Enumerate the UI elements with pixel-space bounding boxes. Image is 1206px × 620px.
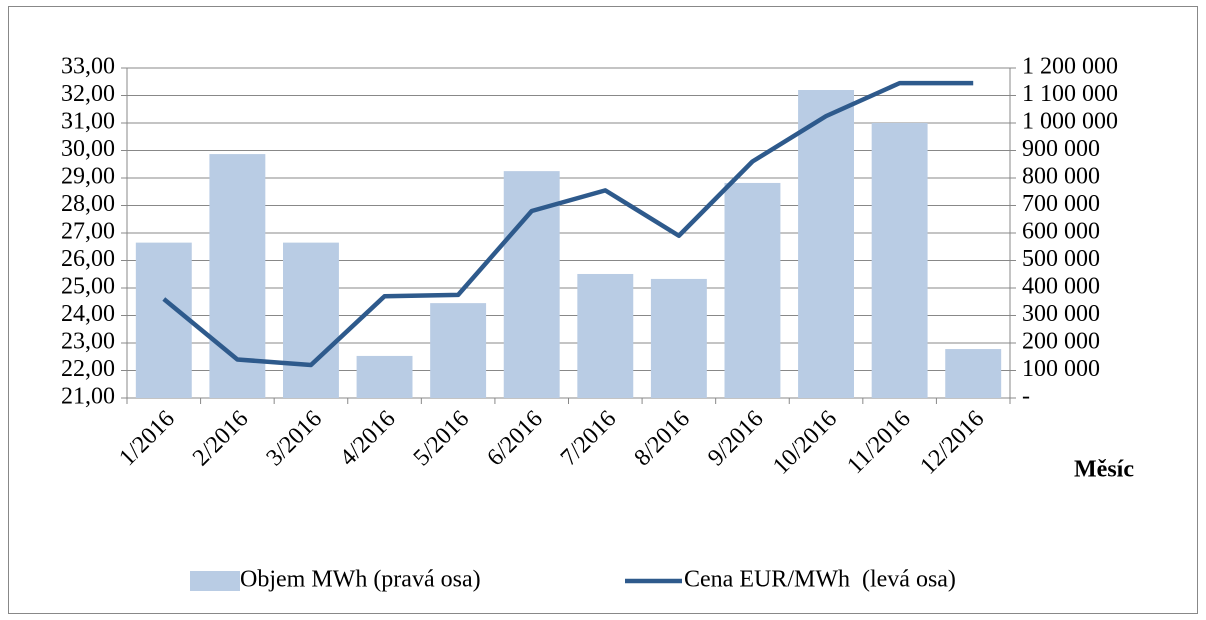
y-tick-label: 33,00 xyxy=(61,54,115,80)
bar xyxy=(724,182,781,398)
y-tick-label: 30,00 xyxy=(61,136,115,162)
y-tick-label: 21,00 xyxy=(61,384,115,410)
bar xyxy=(945,349,1002,398)
y-tick-label: 24,00 xyxy=(61,301,115,327)
y2-tick-label: 100 000 xyxy=(1022,356,1100,382)
y2-tick-label: 300 000 xyxy=(1022,301,1100,327)
y2-tick-label: 500 000 xyxy=(1022,246,1100,272)
y2-tick-label: 700 000 xyxy=(1022,191,1100,217)
y2-tick-label: 1 200 000 xyxy=(1022,54,1118,80)
y-tick-label: 25,00 xyxy=(61,274,115,300)
y2-tick-label: 600 000 xyxy=(1022,219,1100,245)
bar xyxy=(135,242,192,398)
y-tick-label: 32,00 xyxy=(61,81,115,107)
bar xyxy=(430,303,487,398)
line xyxy=(162,80,974,368)
y-tick-label: 23,00 xyxy=(61,329,115,355)
y2-tick-label: 1 000 000 xyxy=(1022,109,1118,135)
bar xyxy=(798,90,855,398)
bar xyxy=(356,355,413,398)
bar xyxy=(871,123,928,398)
y-tick-label: 27,00 xyxy=(61,219,115,245)
legend-label: Objem MWh (pravá osa) xyxy=(240,567,481,593)
y2-tick-label: - xyxy=(1022,384,1030,410)
x-axis-label: Měsíc xyxy=(1074,457,1134,483)
bar xyxy=(650,278,707,398)
legend-swatch xyxy=(190,571,240,591)
bar xyxy=(282,242,339,398)
y2-tick-label: 800 000 xyxy=(1022,164,1100,190)
bar xyxy=(577,273,634,398)
y2-tick-label: 1 100 000 xyxy=(1022,81,1118,107)
y2-tick-label: 200 000 xyxy=(1022,329,1100,355)
y2-tick-label: 400 000 xyxy=(1022,274,1100,300)
y-tick-label: 31,00 xyxy=(61,109,115,135)
legend-label: Cena EUR/MWh (levá osa) xyxy=(684,567,956,593)
y2-tick-label: 900 000 xyxy=(1022,136,1100,162)
y-tick-label: 26,00 xyxy=(61,246,115,272)
y-tick-label: 29,00 xyxy=(61,164,115,190)
y-tick-label: 22,00 xyxy=(61,356,115,382)
y-tick-label: 28,00 xyxy=(61,191,115,217)
